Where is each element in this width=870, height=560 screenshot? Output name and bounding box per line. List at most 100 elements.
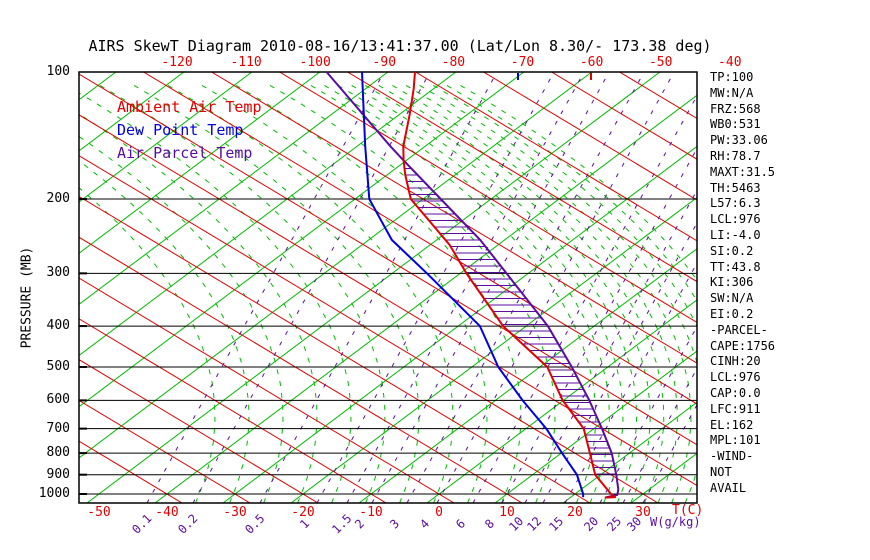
stats-line: LCL:976 bbox=[710, 212, 761, 227]
stats-line: KI:306 bbox=[710, 275, 754, 290]
moist-adiabat-line bbox=[333, 82, 624, 503]
isotherm-line bbox=[562, 401, 697, 503]
isotherm-line bbox=[426, 299, 697, 503]
bottom-temperature-tick-label: -10 bbox=[359, 505, 383, 520]
mixing-ratio-line bbox=[316, 72, 555, 503]
dry-adiabat-line bbox=[79, 277, 455, 503]
isotherm-line bbox=[79, 72, 185, 152]
moist-adiabat-line bbox=[347, 82, 638, 503]
moist-adiabat-line bbox=[129, 82, 420, 503]
legend: Ambient Air Temp Dew Point Temp Air Parc… bbox=[117, 96, 262, 165]
moist-adiabat-line bbox=[401, 82, 692, 503]
moist-adiabat-line bbox=[79, 135, 284, 503]
top-temperature-tick-label: -70 bbox=[510, 55, 535, 70]
pressure-tick-label: 400 bbox=[46, 318, 70, 334]
dry-adiabat-line bbox=[347, 72, 697, 283]
top-temperature-tick-label: -80 bbox=[441, 55, 466, 70]
top-temperature-tick-label: -110 bbox=[230, 55, 262, 70]
legend-air-parcel: Air Parcel Temp bbox=[117, 144, 253, 162]
bottom-temperature-tick-label: 0 bbox=[435, 505, 443, 520]
temperature-unit-label: T(C) bbox=[672, 503, 704, 518]
isotherm-line bbox=[290, 196, 697, 503]
reference-lines bbox=[79, 72, 697, 503]
isotherm-line bbox=[79, 72, 253, 203]
stats-line: RH:78.7 bbox=[710, 148, 761, 163]
moist-adiabat-line bbox=[360, 82, 651, 503]
pressure-tick-label: 700 bbox=[46, 420, 70, 436]
bottom-temperature-tick-label: 10 bbox=[499, 505, 515, 520]
stats-panel: TP:100 MW:N/A FRZ:568 WB0:531 PW:33.06 RH:78.… bbox=[710, 70, 775, 497]
stats-line: MPL:101 bbox=[710, 433, 761, 448]
stats-line: EI:0.2 bbox=[710, 306, 754, 321]
pressure-tick-label: 100 bbox=[46, 64, 70, 79]
dry-adiabat-line bbox=[79, 114, 697, 487]
dry-adiabat-line bbox=[143, 72, 697, 405]
dry-adiabat-line bbox=[415, 72, 697, 242]
isotherm-line bbox=[79, 72, 525, 408]
moist-adiabat-line bbox=[388, 82, 678, 503]
dry-adiabat-line bbox=[79, 195, 591, 503]
top-temperature-tick-label: -90 bbox=[372, 55, 397, 70]
pressure-tick-label: 1000 bbox=[38, 486, 70, 501]
stats-line: MW:N/A bbox=[710, 85, 754, 100]
dry-adiabat-line bbox=[79, 155, 659, 503]
mixing-ratio-line bbox=[192, 72, 431, 503]
dry-adiabat-line bbox=[279, 72, 697, 324]
stats-line: L57:6.3 bbox=[710, 196, 761, 211]
bottom-temperature-tick-label: 30 bbox=[635, 505, 651, 520]
moist-adiabat-line bbox=[79, 92, 352, 503]
isotherm-line bbox=[79, 72, 457, 357]
mixing-ratio-line bbox=[146, 72, 385, 503]
isotherm-line bbox=[222, 145, 697, 503]
dry-adiabat-line bbox=[483, 72, 697, 201]
dry-adiabat-line bbox=[79, 73, 697, 446]
sounding-dew-point-temp bbox=[361, 71, 585, 498]
isotherm-line bbox=[79, 72, 389, 306]
moist-adiabat-line bbox=[415, 82, 697, 503]
stats-line: NOT bbox=[710, 464, 732, 479]
pressure-tick-label: 200 bbox=[46, 191, 70, 207]
moist-adiabat-line bbox=[265, 82, 556, 503]
pressure-tick-label: 800 bbox=[46, 445, 70, 461]
pressure-axis-title: PRESSURE (MB) bbox=[19, 246, 35, 349]
cape-hatch-area bbox=[404, 168, 617, 475]
bottom-temperature-tick-label: -40 bbox=[155, 505, 179, 520]
isotherm-line bbox=[79, 72, 321, 254]
mixing-ratio-unit-label: W(g/kg) bbox=[650, 515, 701, 529]
top-temperature-tick-label: -50 bbox=[648, 55, 673, 70]
chart-title: AIRS SkewT Diagram 2010-08-16/13:41:37.0… bbox=[88, 37, 712, 55]
moist-adiabat-line bbox=[79, 187, 216, 503]
sounding-ambient-air-temp bbox=[402, 71, 617, 499]
bottom-temperature-tick-label: -30 bbox=[223, 505, 247, 520]
stats-line: -WIND- bbox=[710, 449, 754, 464]
pressure-tick-label: 900 bbox=[46, 466, 70, 482]
moist-adiabat-line bbox=[320, 82, 610, 503]
stats-line: SI:0.2 bbox=[710, 243, 754, 258]
stats-line: TH:5463 bbox=[710, 180, 761, 195]
moist-adiabat-line bbox=[456, 82, 697, 281]
mixing-ratio-line bbox=[346, 72, 585, 503]
moist-adiabat-line bbox=[428, 82, 697, 328]
dry-adiabat-line bbox=[79, 236, 523, 503]
stats-line: -PARCEL- bbox=[710, 322, 768, 337]
isotherm-line bbox=[86, 72, 661, 503]
stats-line: FRZ:568 bbox=[710, 101, 761, 116]
plot-border bbox=[78, 71, 698, 504]
pressure-tick-label: 500 bbox=[46, 358, 70, 374]
top-temperature-tick-label: -120 bbox=[161, 55, 193, 70]
legend-ambient-temp: Ambient Air Temp bbox=[117, 98, 262, 116]
isotherm-line bbox=[494, 350, 697, 503]
stats-line: SW:N/A bbox=[710, 291, 754, 306]
stats-line: LCL:976 bbox=[710, 370, 761, 385]
stats-line: MAXT:31.5 bbox=[710, 164, 776, 179]
dry-adiabat-line bbox=[211, 72, 697, 364]
top-temperature-tick-label: -60 bbox=[579, 55, 604, 70]
stats-line: TT:43.8 bbox=[710, 259, 761, 274]
stats-line: CINH:20 bbox=[710, 354, 761, 369]
stats-line: TP:100 bbox=[710, 70, 754, 84]
bottom-temperature-tick-label: -20 bbox=[291, 505, 315, 520]
mixing-ratio-line bbox=[259, 72, 498, 503]
stats-line: LI:-4.0 bbox=[710, 227, 761, 242]
